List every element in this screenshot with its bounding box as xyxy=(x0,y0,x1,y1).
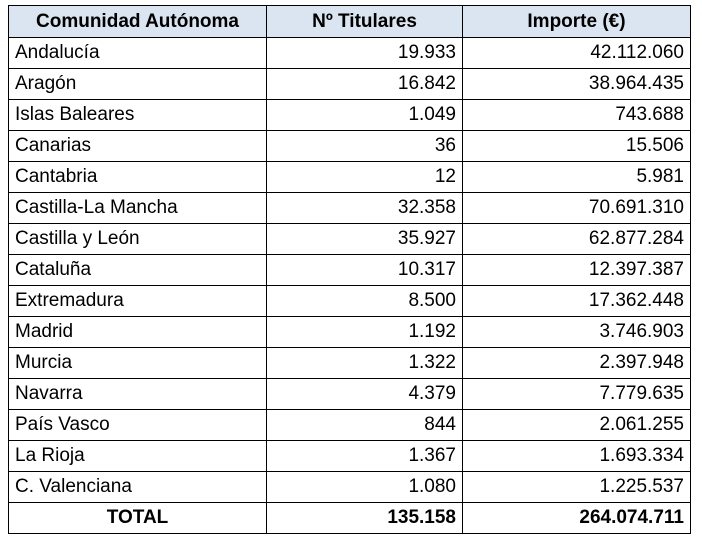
number-cell: 16.842 xyxy=(266,68,463,100)
table-row: Murcia 1.322 2.397.948 xyxy=(8,347,691,379)
header-cell: Comunidad Autónoma xyxy=(8,5,267,38)
number-cell: 3.746.903 xyxy=(462,316,691,348)
number-cell: 1.367 xyxy=(266,440,463,472)
region-cell: Madrid xyxy=(8,316,267,348)
number-cell: 743.688 xyxy=(462,99,691,131)
number-cell: 36 xyxy=(266,130,463,162)
number-cell: 2.061.255 xyxy=(462,409,691,441)
region-cell: Navarra xyxy=(8,378,267,410)
total-row: TOTAL 135.158 264.074.711 xyxy=(8,502,691,534)
number-cell: 42.112.060 xyxy=(462,37,691,69)
header-cell: Importe (€) xyxy=(462,5,691,38)
region-cell: Castilla y León xyxy=(8,223,267,255)
region-cell: Canarias xyxy=(8,130,267,162)
number-cell: 8.500 xyxy=(266,285,463,317)
region-cell: Cantabria xyxy=(8,161,267,193)
header-row: Comunidad Autónoma Nº Titulares Importe (€… xyxy=(8,5,691,38)
region-cell: C. Valenciana xyxy=(8,471,267,503)
number-cell: 5.981 xyxy=(462,161,691,193)
table-row: Andalucía 19.933 42.112.060 xyxy=(8,37,691,69)
number-cell: 1.225.537 xyxy=(462,471,691,503)
table-row: Islas Baleares 1.049 743.688 xyxy=(8,99,691,131)
number-cell: 32.358 xyxy=(266,192,463,224)
region-cell: La Rioja xyxy=(8,440,267,472)
total-label: TOTAL xyxy=(8,502,267,534)
header-cell: Nº Titulares xyxy=(266,5,463,38)
table-row: Castilla y León 35.927 62.877.284 xyxy=(8,223,691,255)
number-cell: 15.506 xyxy=(462,130,691,162)
table-row: Navarra 4.379 7.779.635 xyxy=(8,378,691,410)
table-row: País Vasco 844 2.061.255 xyxy=(8,409,691,441)
region-cell: Islas Baleares xyxy=(8,99,267,131)
number-cell: 35.927 xyxy=(266,223,463,255)
table-row: Cataluña 10.317 12.397.387 xyxy=(8,254,691,286)
table-row: Castilla-La Mancha 32.358 70.691.310 xyxy=(8,192,691,224)
total-number-cell: 135.158 xyxy=(266,502,463,534)
number-cell: 1.080 xyxy=(266,471,463,503)
region-cell: Extremadura xyxy=(8,285,267,317)
number-cell: 38.964.435 xyxy=(462,68,691,100)
number-cell: 1.192 xyxy=(266,316,463,348)
region-cell: Castilla-La Mancha xyxy=(8,192,267,224)
number-cell: 70.691.310 xyxy=(462,192,691,224)
table-row: Aragón 16.842 38.964.435 xyxy=(8,68,691,100)
number-cell: 844 xyxy=(266,409,463,441)
data-table: Comunidad Autónoma Nº Titulares Importe (€… xyxy=(8,5,691,534)
number-cell: 1.049 xyxy=(266,99,463,131)
number-cell: 12.397.387 xyxy=(462,254,691,286)
table-row: C. Valenciana 1.080 1.225.537 xyxy=(8,471,691,503)
table-row: Madrid 1.192 3.746.903 xyxy=(8,316,691,348)
number-cell: 10.317 xyxy=(266,254,463,286)
number-cell: 1.693.334 xyxy=(462,440,691,472)
table-row: Canarias 36 15.506 xyxy=(8,130,691,162)
total-number-cell: 264.074.711 xyxy=(462,502,691,534)
table-row: Cantabria 12 5.981 xyxy=(8,161,691,193)
number-cell: 4.379 xyxy=(266,378,463,410)
region-cell: Murcia xyxy=(8,347,267,379)
number-cell: 62.877.284 xyxy=(462,223,691,255)
number-cell: 7.779.635 xyxy=(462,378,691,410)
region-cell: País Vasco xyxy=(8,409,267,441)
number-cell: 1.322 xyxy=(266,347,463,379)
region-cell: Aragón xyxy=(8,68,267,100)
number-cell: 12 xyxy=(266,161,463,193)
number-cell: 17.362.448 xyxy=(462,285,691,317)
region-cell: Cataluña xyxy=(8,254,267,286)
number-cell: 19.933 xyxy=(266,37,463,69)
table-row: La Rioja 1.367 1.693.334 xyxy=(8,440,691,472)
region-cell: Andalucía xyxy=(8,37,267,69)
table-row: Extremadura 8.500 17.362.448 xyxy=(8,285,691,317)
number-cell: 2.397.948 xyxy=(462,347,691,379)
